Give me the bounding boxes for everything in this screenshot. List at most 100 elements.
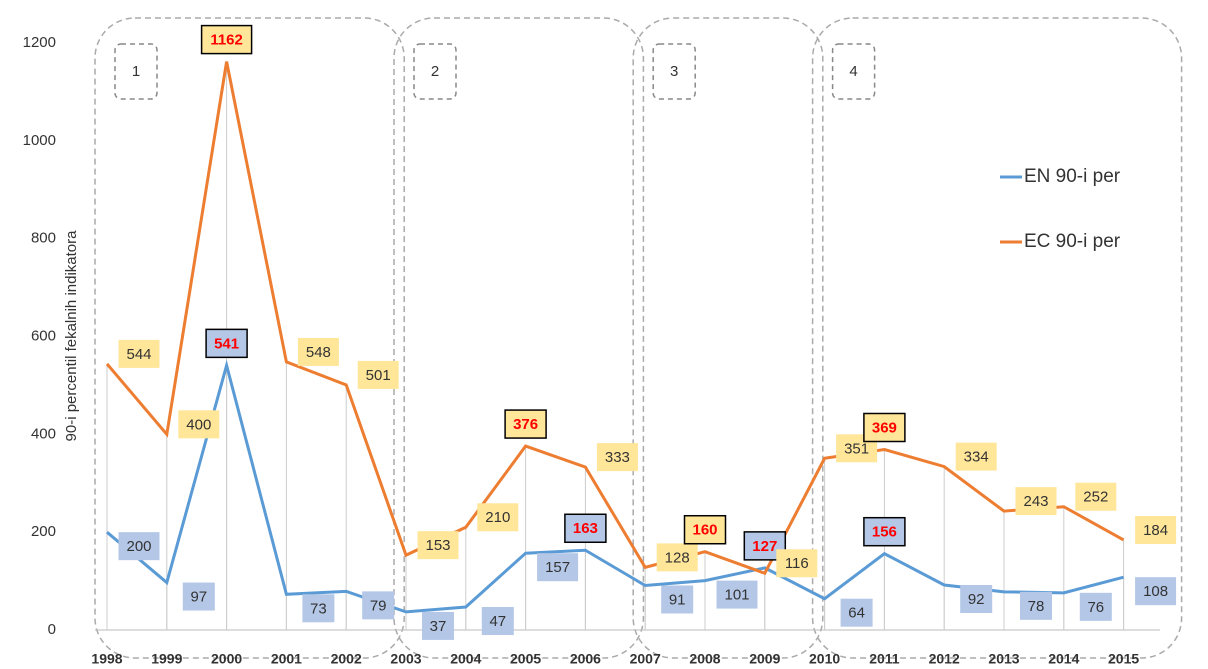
data-label: 1162 [210, 32, 243, 49]
series-line [105, 61, 1125, 576]
data-label-box [200, 24, 253, 55]
data-label-box [422, 611, 454, 640]
x-tick-label: 2008 [689, 651, 720, 667]
data-label: 376 [513, 416, 538, 433]
legend-label: EC 90-i per [1024, 231, 1121, 252]
y-tick-label: 1200 [23, 34, 56, 51]
x-tick-label: 2010 [809, 651, 840, 667]
data-label-box [362, 591, 395, 620]
data-label: 501 [366, 367, 391, 384]
x-tick-label: 2004 [450, 651, 481, 667]
data-label: 76 [1087, 599, 1104, 616]
x-tick-label: 2002 [331, 651, 362, 667]
data-label-box [481, 607, 514, 636]
data-label: 541 [214, 335, 239, 352]
x-tick-label: 2003 [390, 651, 421, 667]
data-label: 252 [1083, 489, 1108, 506]
data-label-box [205, 328, 248, 359]
x-tick-label: 2015 [1108, 651, 1139, 667]
data-label: 548 [306, 344, 331, 361]
series-line [106, 359, 1124, 614]
data-label: 243 [1023, 493, 1048, 510]
data-label: 544 [126, 346, 151, 363]
data-label-box [596, 443, 638, 472]
data-label: 156 [872, 524, 897, 541]
data-label-box [357, 360, 399, 389]
y-tick-label: 600 [31, 327, 56, 344]
data-label: 79 [370, 597, 387, 614]
x-tick-label: 2001 [271, 651, 302, 667]
data-label: 108 [1143, 583, 1168, 600]
x-tick-label: 2007 [630, 651, 661, 667]
data-label: 157 [545, 559, 570, 576]
data-label-box [1135, 515, 1177, 544]
data-label-box [118, 532, 160, 561]
data-label: 37 [430, 618, 447, 635]
data-label-box [182, 582, 215, 611]
group-label: 2 [431, 63, 439, 80]
data-label: 127 [752, 538, 777, 555]
data-label-box [1079, 592, 1112, 621]
data-label-box [863, 516, 906, 547]
data-label: 163 [573, 520, 598, 537]
data-label-box [683, 514, 727, 545]
data-label-box [297, 337, 339, 366]
data-label-box [960, 584, 993, 613]
x-tick-label: 2000 [211, 651, 242, 667]
y-axis-label: 90-i percentil fekalnih indikatora [63, 230, 80, 442]
data-label-box [504, 409, 547, 439]
data-label: 128 [665, 549, 690, 566]
x-tick-label: 1999 [151, 651, 182, 667]
group-box [632, 17, 824, 659]
data-label-box [564, 513, 607, 544]
data-label: 333 [605, 449, 630, 466]
x-tick-label: 1998 [91, 651, 122, 667]
x-tick-label: 2012 [929, 651, 960, 667]
legend-label: EN 90-i per [1024, 166, 1121, 187]
data-label: 351 [844, 440, 869, 457]
y-tick-label: 1000 [23, 132, 56, 149]
x-tick-label: 2014 [1048, 651, 1079, 667]
x-tick-label: 2011 [869, 651, 900, 667]
y-tick-label: 800 [31, 230, 56, 247]
group-label: 4 [849, 63, 857, 80]
data-label: 400 [186, 416, 211, 433]
data-label-box [537, 553, 579, 582]
y-tick-label: 200 [31, 523, 56, 540]
data-label: 78 [1028, 598, 1045, 615]
x-tick-label: 2009 [749, 651, 780, 667]
data-label-box [863, 412, 906, 443]
data-label: 101 [724, 587, 749, 604]
group-label: 1 [132, 63, 140, 80]
data-label: 210 [485, 509, 510, 526]
data-label-box [178, 410, 220, 439]
data-label: 64 [848, 605, 865, 622]
x-tick-label: 2013 [988, 651, 1019, 667]
group-box [811, 17, 1183, 659]
data-label-box [840, 598, 873, 627]
data-label-box [1020, 591, 1052, 620]
data-label: 160 [692, 522, 717, 539]
x-tick-label: 2005 [510, 651, 541, 667]
y-tick-label: 0 [48, 621, 56, 638]
data-label: 73 [310, 600, 327, 617]
group-box [94, 17, 405, 659]
y-tick-label: 400 [31, 425, 56, 442]
x-tick-label: 2006 [570, 651, 601, 667]
data-label: 200 [126, 538, 151, 555]
data-label-box [776, 549, 818, 578]
data-label-box [656, 543, 698, 572]
data-label-box [1015, 487, 1057, 516]
data-label-box [1135, 577, 1177, 606]
data-label: 184 [1143, 522, 1168, 539]
data-label: 92 [968, 591, 985, 608]
data-label: 116 [785, 555, 809, 572]
data-label-box [716, 580, 758, 609]
group-label: 3 [670, 63, 678, 80]
data-label-box [661, 585, 694, 614]
data-label: 91 [669, 591, 686, 608]
data-label-box [118, 339, 160, 368]
data-label-box [955, 442, 997, 471]
